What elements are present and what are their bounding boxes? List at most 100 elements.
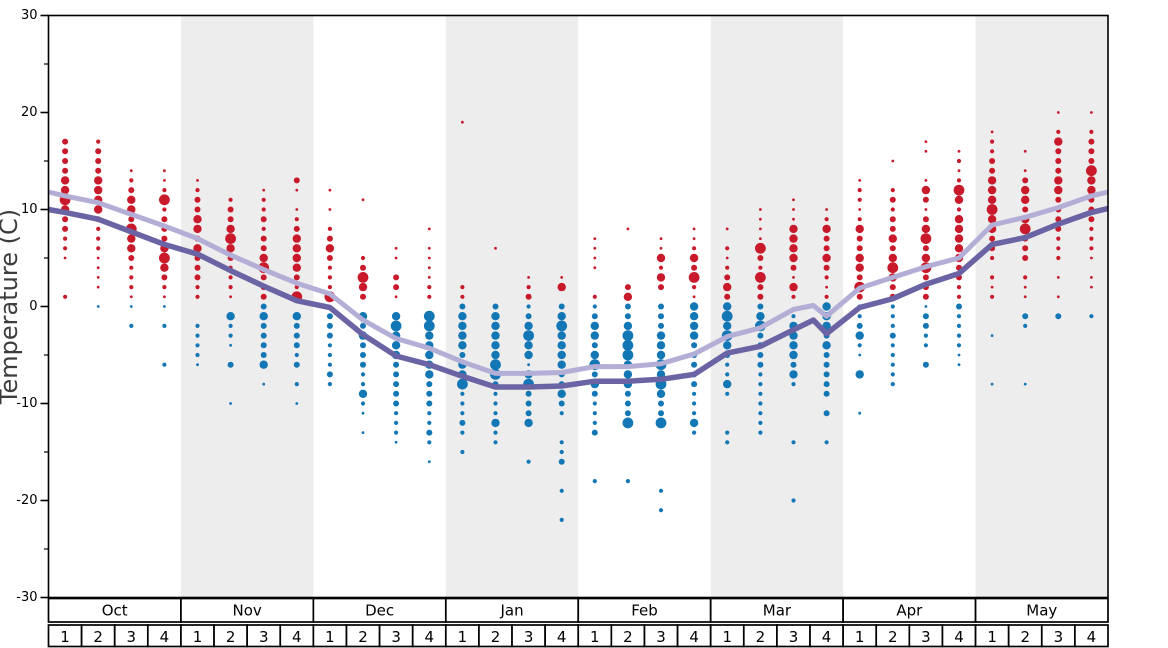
below-freezing-dot (559, 411, 564, 416)
below-freezing-dot (922, 313, 929, 320)
below-freezing-dot (458, 341, 467, 350)
below-freezing-dot (689, 321, 699, 331)
week-number-label: 3 (1054, 628, 1064, 646)
above-freezing-dot (295, 188, 299, 192)
below-freezing-dot (957, 363, 961, 367)
above-freezing-dot (1090, 285, 1093, 289)
above-freezing-dot (823, 235, 830, 242)
above-freezing-dot (193, 224, 202, 234)
below-freezing-dot (227, 361, 234, 368)
above-freezing-dot (990, 294, 995, 299)
above-freezing-dot (890, 188, 895, 193)
above-freezing-dot (194, 206, 201, 213)
above-freezing-dot (95, 158, 102, 164)
above-freezing-dot (161, 216, 168, 223)
below-freezing-dot (460, 430, 465, 435)
below-freezing-dot (259, 360, 268, 369)
below-freezing-dot (360, 352, 366, 358)
above-freezing-dot (427, 246, 431, 250)
above-freezing-dot (1054, 185, 1063, 195)
above-freezing-dot (526, 285, 531, 290)
week-number-label: 1 (458, 628, 468, 646)
above-freezing-dot (129, 265, 134, 270)
above-freezing-dot (427, 294, 432, 299)
above-freezing-dot (163, 179, 166, 182)
above-freezing-dot (1022, 245, 1029, 252)
below-freezing-dot (858, 353, 862, 357)
week-number-label: 3 (259, 628, 269, 646)
above-freezing-dot (260, 245, 267, 252)
above-freezing-dot (692, 227, 696, 231)
below-freezing-dot (1089, 314, 1094, 319)
above-freezing-dot (259, 253, 268, 263)
above-freezing-dot (394, 295, 398, 299)
above-freezing-dot (593, 246, 597, 250)
above-freezing-dot (129, 169, 133, 173)
above-freezing-dot (956, 207, 962, 212)
y-tick-label: -20 (16, 493, 37, 508)
below-freezing-dot (823, 371, 830, 378)
above-freezing-dot (261, 197, 266, 202)
below-freezing-dot (427, 460, 431, 464)
below-freezing-dot (625, 479, 631, 484)
below-freezing-dot (293, 342, 300, 349)
above-freezing-dot (196, 179, 199, 182)
above-freezing-dot (60, 176, 70, 185)
above-freezing-dot (95, 167, 102, 174)
above-freezing-dot (360, 255, 366, 261)
week-number-label: 4 (424, 628, 434, 646)
y-tick-label: 0 (29, 299, 37, 314)
above-freezing-dot (327, 226, 332, 231)
month-band (975, 15, 1108, 598)
week-number-label: 3 (656, 628, 666, 646)
above-freezing-dot (1023, 275, 1028, 280)
below-freezing-dot (427, 420, 432, 425)
above-freezing-dot (360, 264, 366, 271)
below-freezing-dot (458, 312, 467, 321)
below-freezing-dot (757, 361, 764, 368)
above-freezing-dot (361, 198, 365, 202)
below-freezing-dot (491, 418, 500, 428)
below-freezing-dot (460, 411, 465, 416)
above-freezing-dot (226, 244, 235, 253)
above-freezing-dot (63, 246, 68, 251)
below-freezing-dot (590, 331, 599, 340)
y-tick-label: -10 (16, 396, 37, 411)
below-freezing-dot (228, 323, 233, 328)
above-freezing-dot (989, 158, 996, 164)
below-freezing-dot (426, 429, 433, 436)
above-freezing-dot (460, 294, 465, 299)
below-freezing-dot (624, 410, 631, 417)
above-freezing-dot (1088, 138, 1095, 145)
above-freezing-dot (163, 295, 166, 299)
below-freezing-dot (393, 400, 400, 407)
above-freezing-dot (360, 293, 366, 300)
above-freezing-dot (557, 282, 566, 292)
above-freezing-dot (692, 237, 696, 241)
above-freezing-dot (128, 255, 135, 261)
above-freezing-dot (327, 265, 332, 270)
above-freezing-dot (328, 208, 332, 211)
below-freezing-dot (226, 312, 235, 321)
above-freezing-dot (1055, 158, 1062, 164)
above-freezing-dot (855, 224, 864, 234)
below-freezing-dot (195, 352, 200, 358)
above-freezing-dot (725, 256, 729, 260)
above-freezing-dot (920, 233, 932, 245)
below-freezing-dot (391, 341, 401, 350)
above-freezing-dot (957, 149, 961, 153)
below-freezing-dot (558, 303, 565, 310)
below-freezing-dot (823, 390, 830, 397)
above-freezing-dot (1023, 295, 1027, 299)
above-freezing-dot (227, 216, 234, 223)
week-number-label: 3 (524, 628, 534, 646)
below-freezing-dot (491, 321, 500, 331)
above-freezing-dot (922, 274, 929, 281)
above-freezing-dot (161, 274, 168, 281)
below-freezing-dot (823, 381, 830, 388)
below-freezing-dot (326, 322, 333, 329)
below-freezing-dot (260, 322, 267, 329)
above-freezing-dot (327, 285, 332, 290)
below-freezing-dot (890, 343, 895, 348)
